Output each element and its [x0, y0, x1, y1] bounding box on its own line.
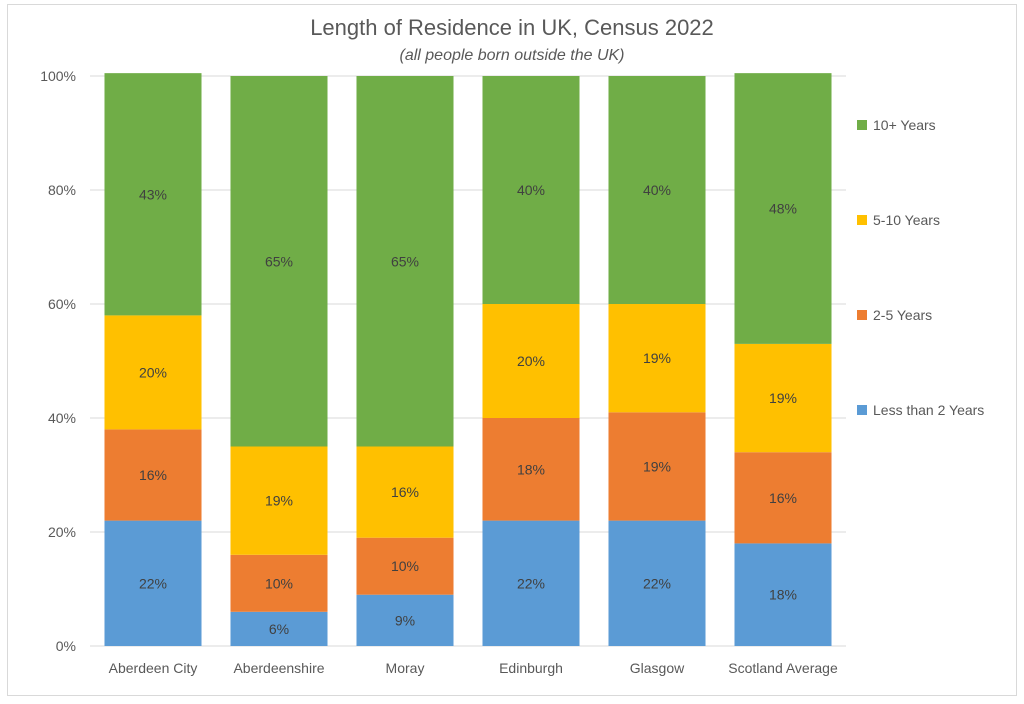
legend-swatch [857, 215, 867, 225]
data-label: 19% [265, 493, 293, 509]
y-tick-label: 80% [48, 182, 76, 198]
bar-segment [482, 76, 580, 304]
data-label: 16% [769, 490, 797, 506]
bar-segment [356, 76, 454, 447]
data-label: 22% [139, 575, 167, 591]
y-tick-label: 0% [56, 638, 76, 654]
data-label: 10% [391, 558, 419, 574]
data-label: 20% [139, 364, 167, 380]
bar-segment [482, 520, 580, 646]
bar-segment [734, 343, 832, 453]
data-label: 48% [769, 201, 797, 217]
data-label: 16% [391, 484, 419, 500]
chart-svg: Length of Residence in UK, Census 2022 (… [40, 15, 984, 676]
chart-subtitle: (all people born outside the UK) [399, 47, 624, 64]
data-label: 19% [769, 390, 797, 406]
x-tick-label: Moray [386, 660, 425, 676]
bar-segment [608, 412, 706, 521]
gridlines [90, 75, 846, 647]
data-label: 6% [269, 621, 289, 637]
chart-frame: Length of Residence in UK, Census 2022 (… [7, 4, 1017, 696]
y-tick-label: 20% [48, 524, 76, 540]
legend-swatch [857, 310, 867, 320]
legend-label: 5-10 Years [873, 212, 940, 228]
data-label: 40% [517, 182, 545, 198]
x-tick-label: Aberdeenshire [233, 660, 324, 676]
bar-segment [482, 418, 580, 521]
data-label: 22% [517, 575, 545, 591]
legend-label: 2-5 Years [873, 307, 932, 323]
data-label: 19% [643, 350, 671, 366]
y-tick-label: 60% [48, 296, 76, 312]
bar-segment [230, 554, 328, 612]
bar-segment [104, 429, 202, 521]
x-tick-label: Glasgow [630, 660, 685, 676]
bar-segment [608, 304, 706, 413]
x-tick-label: Aberdeen City [109, 660, 198, 676]
chart-title: Length of Residence in UK, Census 2022 [310, 15, 714, 40]
data-label: 22% [643, 575, 671, 591]
y-axis-ticks: 0% 20% 40% 60% 80% 100% [40, 68, 76, 654]
bars [104, 73, 832, 646]
legend: 10+ Years 5-10 Years 2-5 Years Less than 2 … [857, 117, 984, 418]
legend-swatch [857, 405, 867, 415]
x-axis-ticks: Aberdeen City Aberdeenshire Moray Edinburgh… [109, 660, 838, 676]
data-label: 9% [395, 612, 415, 628]
legend-label: Less than 2 Years [873, 402, 984, 418]
y-tick-label: 100% [40, 68, 76, 84]
x-tick-label: Edinburgh [499, 660, 563, 676]
data-label: 16% [139, 467, 167, 483]
data-label: 18% [769, 587, 797, 603]
bar-segment [104, 315, 202, 430]
legend-swatch [857, 120, 867, 130]
bar-segment [734, 452, 832, 544]
bar-segment [608, 76, 706, 304]
bar-segment [356, 594, 454, 646]
x-tick-label: Scotland Average [728, 660, 838, 676]
bar-segment [734, 73, 832, 344]
bar-segment [104, 73, 202, 316]
data-label: 65% [391, 253, 419, 269]
bar-segment [230, 446, 328, 555]
legend-label: 10+ Years [873, 117, 936, 133]
data-labels: 22% 16% 20% 43% 6% 10% 19% 65% 9% 10% 16% 65% 22% 18%… [139, 182, 797, 637]
data-label: 10% [265, 575, 293, 591]
bar-segment [230, 76, 328, 447]
data-label: 40% [643, 182, 671, 198]
bar-segment [356, 446, 454, 538]
bar-segment [734, 543, 832, 646]
bar-segment [104, 520, 202, 646]
data-label: 19% [643, 458, 671, 474]
data-label: 65% [265, 253, 293, 269]
bar-segment [608, 520, 706, 646]
bar-segment [230, 611, 328, 646]
data-label: 18% [517, 461, 545, 477]
bar-segment [482, 304, 580, 418]
data-label: 43% [139, 186, 167, 202]
data-label: 20% [517, 353, 545, 369]
bar-segment [356, 537, 454, 595]
y-tick-label: 40% [48, 410, 76, 426]
